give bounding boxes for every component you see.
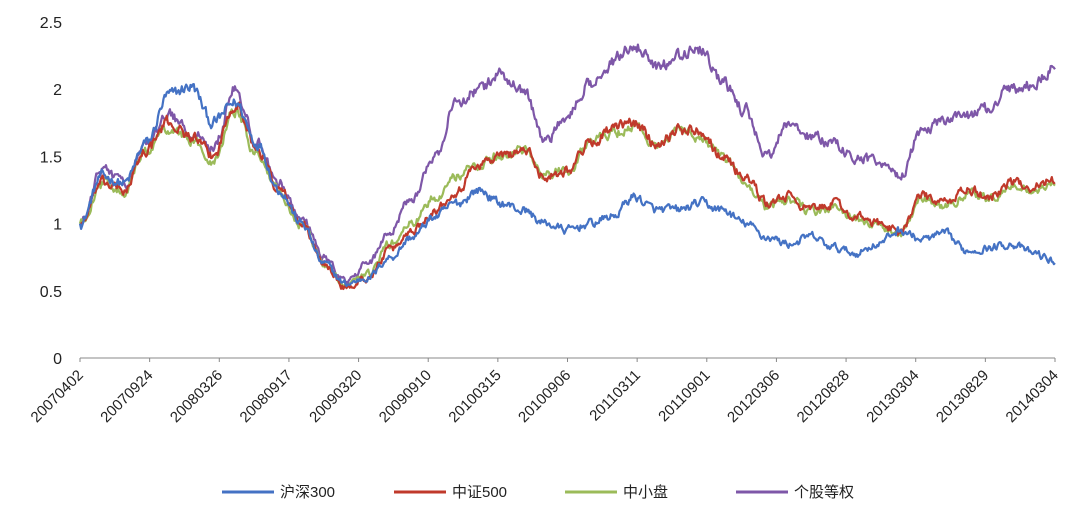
series-line [79, 43, 1056, 286]
y-tick-label: 2.5 [40, 15, 62, 32]
x-tick-label: 20090320 [306, 367, 365, 426]
x-tick-label: 20070924 [97, 367, 156, 426]
series-line [78, 105, 1056, 289]
y-tick-label: 1.5 [40, 149, 62, 166]
legend-label: 中小盘 [623, 483, 668, 501]
y-tick-label: 0.5 [40, 284, 62, 301]
x-tick-label: 20090910 [376, 367, 435, 426]
series-line [78, 82, 1056, 288]
legend: 沪深300 中证500 中小盘 个股等权 [222, 483, 854, 501]
x-tick-label: 20110901 [655, 367, 713, 425]
x-tick-label: 20100906 [515, 367, 574, 426]
legend-label: 沪深300 [280, 484, 335, 501]
x-tick-label: 20080917 [237, 367, 296, 426]
x-tick-label: 20130829 [933, 367, 992, 426]
x-axis: 20070402 20070924 20080326 20080917 20090320… [28, 357, 1062, 426]
x-tick-label: 20140304 [1003, 367, 1062, 426]
y-axis: 0 0.5 1 1.5 2 2.5 [40, 15, 62, 368]
x-tick-label: 20070402 [28, 367, 87, 426]
legend-label: 中证500 [452, 484, 507, 501]
x-tick-label: 20110311 [586, 367, 644, 425]
y-tick-label: 0 [53, 351, 62, 368]
x-tick-label: 20100315 [445, 367, 504, 426]
x-tick-label: 20120828 [794, 367, 853, 426]
legend-label: 个股等权 [794, 483, 854, 501]
y-tick-label: 2 [53, 82, 62, 99]
x-tick-label: 20130304 [863, 367, 922, 426]
x-tick-label: 20120306 [724, 367, 783, 426]
series-layer [78, 43, 1056, 291]
x-tick-label: 20080326 [167, 367, 226, 426]
y-tick-label: 1 [53, 217, 62, 234]
